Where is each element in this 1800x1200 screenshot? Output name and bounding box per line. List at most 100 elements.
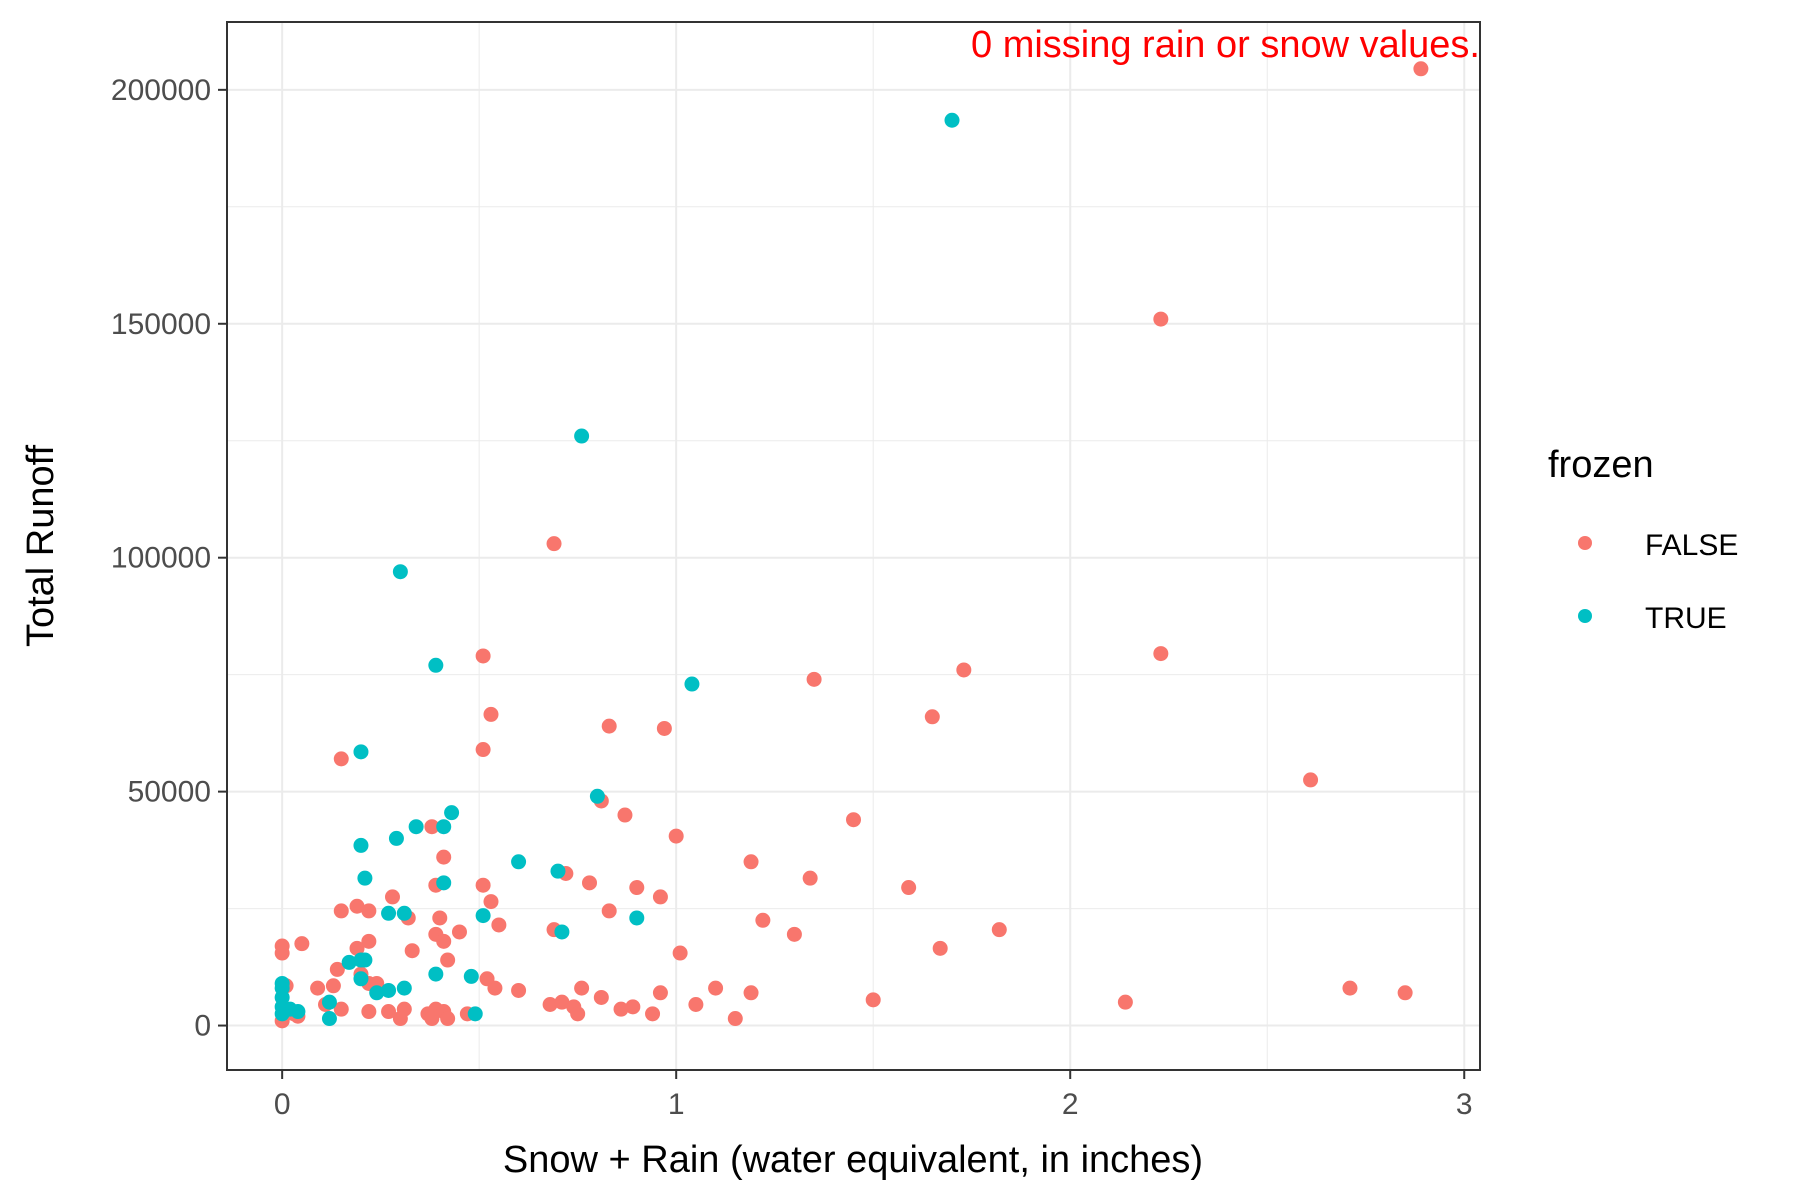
point-false bbox=[672, 945, 688, 961]
point-false bbox=[991, 922, 1007, 938]
point-true bbox=[463, 968, 479, 984]
legend-label-false: FALSE bbox=[1645, 529, 1738, 562]
point-false bbox=[956, 662, 972, 678]
x-tick-label: 2 bbox=[1062, 1088, 1079, 1121]
axis-ticks: 0 1 2 3 0 50000 100000 150000 200000 bbox=[111, 74, 1473, 1121]
annotation-text: 0 missing rain or snow values. bbox=[971, 24, 1480, 66]
y-tick-label: 150000 bbox=[111, 308, 211, 341]
point-false bbox=[440, 952, 456, 968]
point-true bbox=[381, 905, 397, 921]
point-false bbox=[491, 917, 507, 933]
data-points bbox=[274, 61, 1429, 1029]
point-false bbox=[475, 877, 491, 893]
point-false bbox=[511, 982, 527, 998]
point-false bbox=[901, 880, 917, 896]
point-false bbox=[1342, 980, 1358, 996]
point-true bbox=[353, 744, 369, 760]
y-tick-label: 50000 bbox=[128, 776, 211, 809]
point-true bbox=[428, 966, 444, 982]
point-false bbox=[361, 933, 377, 949]
point-true bbox=[341, 954, 357, 970]
point-false bbox=[656, 720, 672, 736]
point-true bbox=[574, 428, 590, 444]
point-true bbox=[396, 980, 412, 996]
point-true bbox=[467, 1006, 483, 1022]
point-true bbox=[381, 982, 397, 998]
point-true bbox=[357, 952, 373, 968]
point-false bbox=[743, 854, 759, 870]
point-true bbox=[550, 863, 566, 879]
legend-key-true bbox=[1578, 609, 1592, 623]
point-false bbox=[668, 828, 684, 844]
point-false bbox=[392, 1011, 408, 1027]
point-true bbox=[321, 994, 337, 1010]
point-false bbox=[451, 924, 467, 940]
point-false bbox=[802, 870, 818, 886]
y-axis-title: Total Runoff bbox=[20, 445, 62, 648]
point-false bbox=[432, 910, 448, 926]
y-tick-label: 0 bbox=[194, 1010, 211, 1043]
point-false bbox=[329, 961, 345, 977]
point-false bbox=[440, 1011, 456, 1027]
point-false bbox=[483, 894, 499, 910]
point-false bbox=[325, 978, 341, 994]
legend-title: frozen bbox=[1548, 444, 1654, 486]
point-true bbox=[589, 788, 605, 804]
x-tick-label: 1 bbox=[668, 1088, 685, 1121]
point-false bbox=[652, 985, 668, 1001]
point-true bbox=[554, 924, 570, 940]
point-false bbox=[475, 648, 491, 664]
point-false bbox=[806, 671, 822, 687]
plot-panel-border bbox=[226, 21, 1481, 1071]
point-false bbox=[483, 706, 499, 722]
point-true bbox=[353, 837, 369, 853]
point-true bbox=[353, 971, 369, 987]
point-false bbox=[601, 718, 617, 734]
y-tick-label: 200000 bbox=[111, 74, 211, 107]
point-true bbox=[396, 905, 412, 921]
x-tick-label: 3 bbox=[1456, 1088, 1473, 1121]
point-false bbox=[1397, 985, 1413, 1001]
point-false bbox=[617, 807, 633, 823]
point-false bbox=[932, 940, 948, 956]
x-axis-title: Snow + Rain (water equivalent, in inches… bbox=[503, 1139, 1203, 1181]
point-false bbox=[574, 980, 590, 996]
point-true bbox=[436, 819, 452, 835]
point-false bbox=[613, 1001, 629, 1017]
point-false bbox=[487, 980, 503, 996]
point-false bbox=[333, 903, 349, 919]
major-gridlines bbox=[227, 22, 1480, 1070]
point-true bbox=[629, 910, 645, 926]
point-false bbox=[333, 1001, 349, 1017]
point-true bbox=[369, 985, 385, 1001]
legend: frozen FALSE TRUE bbox=[1548, 444, 1738, 635]
point-false bbox=[475, 742, 491, 758]
point-false bbox=[361, 1004, 377, 1020]
point-false bbox=[582, 875, 598, 891]
point-false bbox=[436, 933, 452, 949]
point-false bbox=[743, 985, 759, 1001]
point-false bbox=[546, 536, 562, 552]
point-true bbox=[475, 908, 491, 924]
point-false bbox=[755, 912, 771, 928]
point-false bbox=[1413, 61, 1429, 77]
point-true bbox=[408, 819, 424, 835]
point-false bbox=[629, 880, 645, 896]
point-false bbox=[570, 1006, 586, 1022]
point-false bbox=[1117, 994, 1133, 1010]
point-false bbox=[1303, 772, 1319, 788]
point-false bbox=[361, 903, 377, 919]
point-false bbox=[404, 943, 420, 959]
point-false bbox=[274, 945, 290, 961]
point-false bbox=[310, 980, 326, 996]
point-true bbox=[357, 870, 373, 886]
point-false bbox=[542, 997, 558, 1012]
point-true bbox=[684, 676, 700, 692]
point-false bbox=[846, 812, 861, 828]
point-false bbox=[436, 849, 452, 865]
point-false bbox=[333, 751, 349, 767]
point-false bbox=[652, 889, 668, 905]
point-false bbox=[727, 1011, 743, 1027]
